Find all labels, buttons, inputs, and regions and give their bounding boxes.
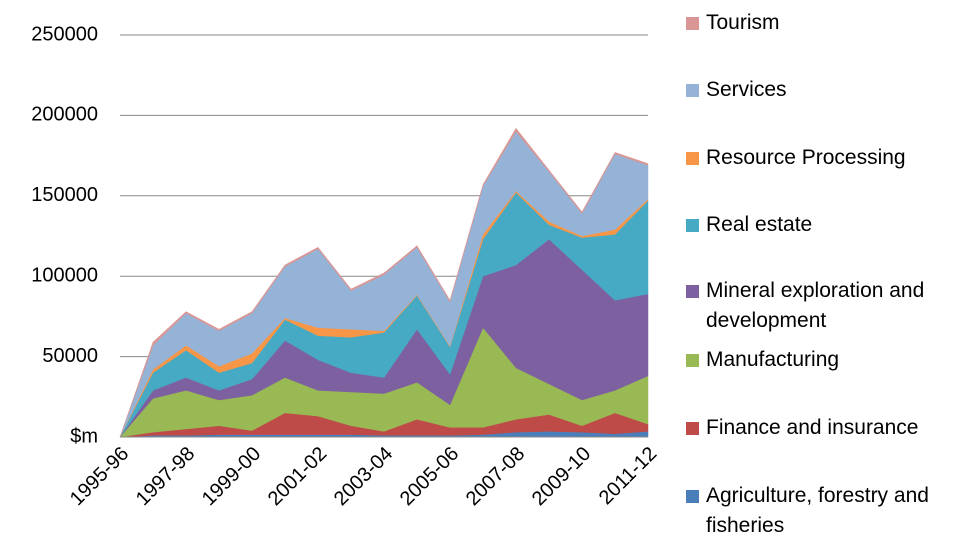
legend-swatch (686, 422, 699, 435)
legend-label: Resource Processing (706, 146, 906, 169)
x-tick-label: 1995-96 (66, 443, 133, 510)
y-tick-label: 250000 (31, 23, 98, 45)
legend-label: Tourism (706, 11, 780, 34)
y-tick-label: 100000 (31, 264, 98, 286)
legend-label: Agriculture, forestry and fisheries (706, 484, 929, 537)
legend-item: Resource Processing (684, 143, 906, 173)
legend-item: Services (684, 75, 787, 105)
x-tick-label: 2009-10 (528, 443, 595, 510)
legend-label: Services (706, 78, 787, 101)
legend-label: Finance and insurance (706, 416, 919, 439)
y-tick-label: 150000 (31, 184, 98, 206)
legend-label: Real estate (706, 213, 813, 236)
chart: $m500001000001500002000002500001995-9619… (31, 23, 661, 510)
x-tick-label: 2005-06 (396, 443, 463, 510)
legend-item: Finance and insurance (684, 413, 918, 443)
legend-label: Mineral exploration and development (706, 279, 925, 332)
legend-swatch (686, 17, 699, 30)
x-tick-label: 2007-08 (462, 443, 529, 510)
y-tick-label: 200000 (31, 104, 98, 126)
x-tick-label: 1999-00 (198, 443, 265, 510)
legend-swatch (686, 354, 699, 367)
x-tick-label: 2001-02 (264, 443, 331, 510)
legend-label: Manufacturing (706, 348, 840, 371)
y-tick-label: $m (70, 425, 98, 447)
legend-swatch (686, 152, 699, 165)
x-tick-label: 2003-04 (330, 443, 397, 510)
legend-item: Agriculture, forestry and fisheries (684, 481, 968, 538)
legend-swatch (686, 490, 699, 503)
area (119, 127, 649, 438)
legend-item: Tourism (684, 8, 780, 38)
x-tick-label: 1997-98 (132, 443, 199, 510)
legend-item: Manufacturing (684, 345, 839, 375)
legend-swatch (686, 84, 699, 97)
legend-item: Real estate (684, 210, 812, 240)
x-tick-label: 2011-12 (595, 443, 661, 509)
legend-item: Mineral exploration and development (684, 276, 968, 336)
legend-swatch (686, 219, 699, 232)
legend-swatch (686, 285, 699, 298)
y-tick-label: 50000 (42, 345, 98, 367)
